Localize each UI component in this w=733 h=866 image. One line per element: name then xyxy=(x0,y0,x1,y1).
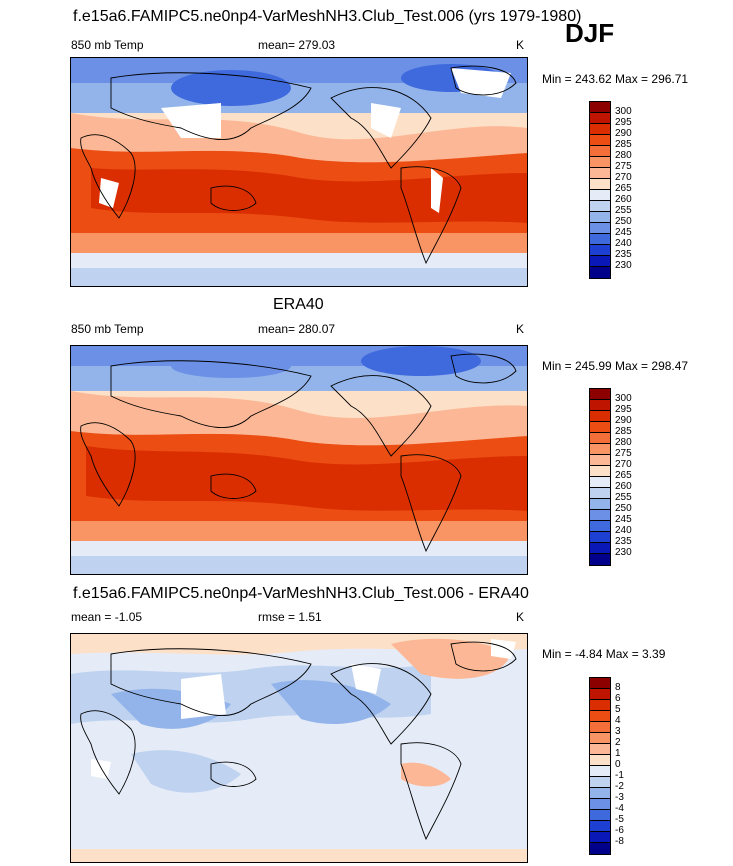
cbar3-label: 3 xyxy=(615,726,621,737)
cbar2-label: 290 xyxy=(615,415,632,426)
cbar3-label: -5 xyxy=(615,814,624,825)
cbar3-label: -4 xyxy=(615,803,624,814)
cbar1-label: 245 xyxy=(615,227,632,238)
panel1-colorbar xyxy=(589,101,611,279)
cbar1-label: 240 xyxy=(615,238,632,249)
panel3-units: K xyxy=(516,610,525,624)
panel1-units: K xyxy=(516,38,525,52)
cbar3-label: 5 xyxy=(615,704,621,715)
cbar3-label: 6 xyxy=(615,693,621,704)
cbar2-label: 275 xyxy=(615,448,632,459)
cbar2-label: 255 xyxy=(615,492,632,503)
panel2-title: ERA40 xyxy=(273,296,324,313)
panel2-units: K xyxy=(516,322,525,336)
cbar1-label: 265 xyxy=(615,183,632,194)
panel2-minmax: Min = 245.99 Max = 298.47 xyxy=(542,359,689,373)
cbar1-label: 230 xyxy=(615,260,632,271)
cbar3-label: 8 xyxy=(615,682,621,693)
cbar2-label: 230 xyxy=(615,547,632,558)
cbar2-label: 280 xyxy=(615,437,632,448)
cbar1-label: 275 xyxy=(615,161,632,172)
cbar2-label: 245 xyxy=(615,514,632,525)
cbar1-label: 260 xyxy=(615,194,632,205)
cbar3-label: -3 xyxy=(615,792,624,803)
panel1-map xyxy=(70,57,528,287)
cbar2-label: 295 xyxy=(615,404,632,415)
panel2-mean: mean= 280.07 xyxy=(258,322,336,336)
panel1-mean: mean= 279.03 xyxy=(258,38,336,52)
panel2-variable: 850 mb Temp xyxy=(71,322,144,336)
cbar2-label: 250 xyxy=(615,503,632,514)
cbar3-label: 4 xyxy=(615,715,621,726)
cbar3-label: -1 xyxy=(615,770,624,781)
panel1-minmax: Min = 243.62 Max = 296.71 xyxy=(542,72,689,86)
panel3-title: f.e15a6.FAMIPC5.ne0np4-VarMeshNH3.Club_T… xyxy=(73,585,529,602)
cbar3-label: 0 xyxy=(615,759,621,770)
cbar1-label: 280 xyxy=(615,150,632,161)
cbar2-label: 265 xyxy=(615,470,632,481)
cbar3-label: -2 xyxy=(615,781,624,792)
cbar2-label: 270 xyxy=(615,459,632,470)
cbar1-label: 285 xyxy=(615,139,632,150)
cbar1-label: 290 xyxy=(615,128,632,139)
panel1-title: f.e15a6.FAMIPC5.ne0np4-VarMeshNH3.Club_T… xyxy=(73,8,582,25)
panel2-colorbar xyxy=(589,388,611,566)
cbar1-label: 295 xyxy=(615,117,632,128)
cbar2-label: 240 xyxy=(615,525,632,536)
panel1-variable: 850 mb Temp xyxy=(71,38,144,52)
panel3-colorbar xyxy=(589,677,611,855)
cbar1-label: 300 xyxy=(615,106,632,117)
panel2-map xyxy=(70,345,528,575)
season-label: DJF xyxy=(565,18,615,48)
panel3-rmse: rmse = 1.51 xyxy=(258,610,322,624)
cbar3-label: 2 xyxy=(615,737,621,748)
cbar3-label: -6 xyxy=(615,825,624,836)
cbar3-label: -8 xyxy=(615,836,624,847)
cbar2-label: 260 xyxy=(615,481,632,492)
cbar1-label: 250 xyxy=(615,216,632,227)
panel3-minmax: Min = -4.84 Max = 3.39 xyxy=(542,647,666,661)
cbar2-label: 285 xyxy=(615,426,632,437)
cbar2-label: 300 xyxy=(615,393,632,404)
cbar3-label: 1 xyxy=(615,748,621,759)
panel3-mean: mean = -1.05 xyxy=(71,610,143,624)
cbar1-label: 235 xyxy=(615,249,632,260)
panel3-map xyxy=(70,633,528,863)
cbar1-label: 255 xyxy=(615,205,632,216)
cbar2-label: 235 xyxy=(615,536,632,547)
cbar1-label: 270 xyxy=(615,172,632,183)
